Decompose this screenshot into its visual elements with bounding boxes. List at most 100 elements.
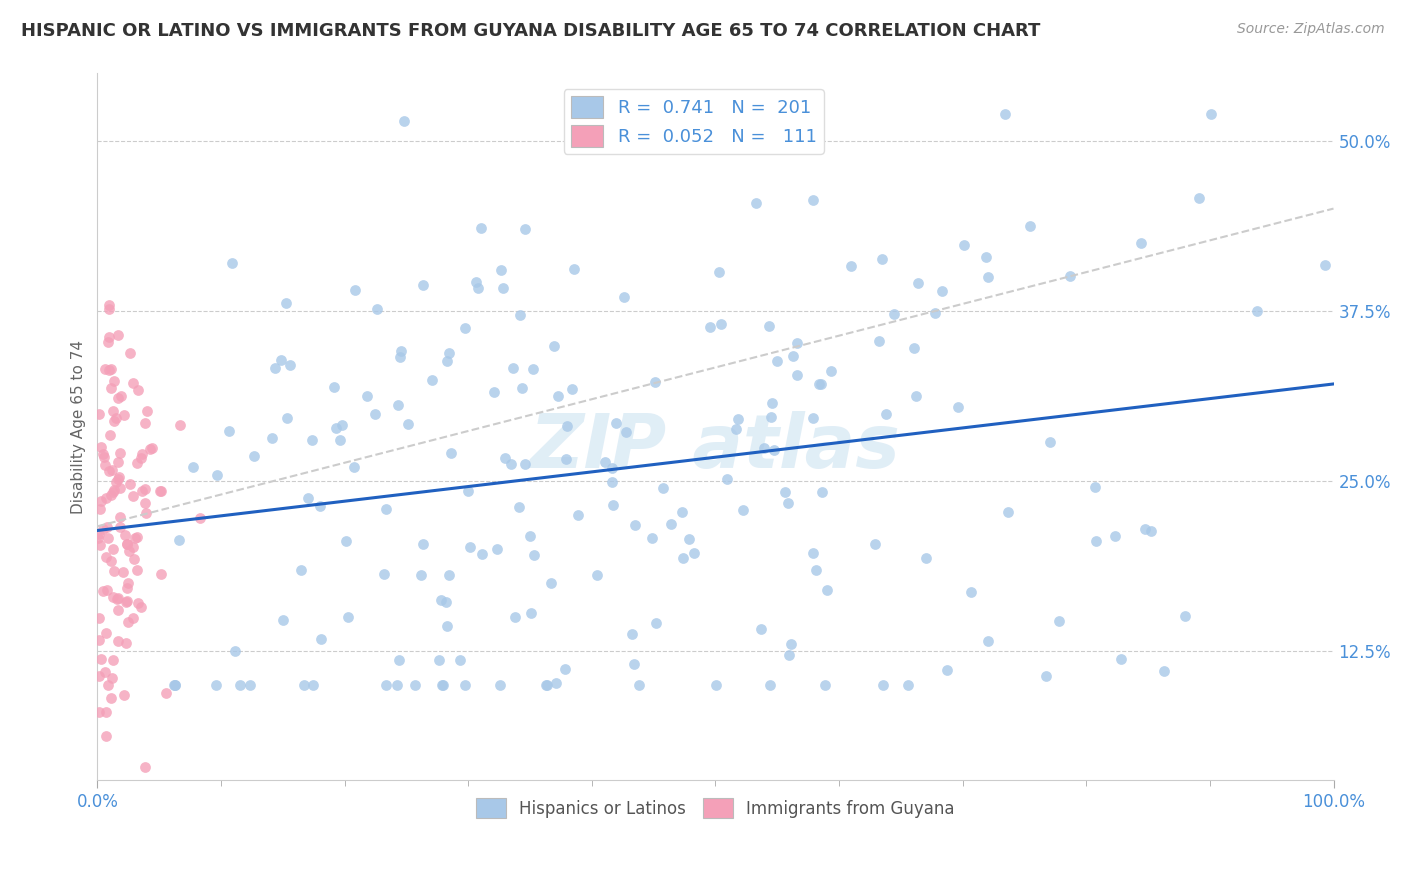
Point — [763, 443, 786, 458]
Point — [434, 595, 457, 609]
Point — [546, 676, 568, 690]
Point — [108, 519, 131, 533]
Point — [439, 346, 461, 360]
Point — [540, 576, 562, 591]
Point — [100, 488, 122, 502]
Point — [135, 506, 157, 520]
Point — [343, 283, 366, 297]
Point — [205, 467, 228, 482]
Point — [522, 361, 544, 376]
Point — [136, 404, 159, 418]
Point — [297, 491, 319, 505]
Point — [412, 277, 434, 292]
Point — [554, 662, 576, 676]
Point — [107, 328, 129, 343]
Point — [641, 531, 664, 545]
Point — [93, 450, 115, 464]
Point — [725, 422, 748, 436]
Point — [707, 265, 730, 279]
Point — [107, 591, 129, 605]
Point — [94, 665, 117, 680]
Point — [1018, 219, 1040, 233]
Point — [652, 481, 675, 495]
Point — [155, 686, 177, 700]
Point — [141, 441, 163, 455]
Point — [621, 627, 644, 641]
Y-axis label: Disability Age 65 to 74: Disability Age 65 to 74 — [72, 340, 86, 514]
Point — [600, 475, 623, 489]
Point — [536, 678, 558, 692]
Point — [412, 537, 434, 551]
Point — [509, 308, 531, 322]
Point — [127, 596, 149, 610]
Point — [90, 440, 112, 454]
Point — [510, 381, 533, 395]
Point — [502, 360, 524, 375]
Point — [733, 503, 755, 517]
Point — [107, 472, 129, 486]
Point — [457, 483, 479, 498]
Point — [103, 374, 125, 388]
Point — [494, 450, 516, 465]
Point — [127, 456, 149, 470]
Point — [976, 634, 998, 648]
Point — [678, 533, 700, 547]
Point — [555, 419, 578, 434]
Point — [276, 296, 298, 310]
Point — [134, 760, 156, 774]
Point — [1109, 651, 1132, 665]
Point — [221, 256, 243, 270]
Point — [905, 389, 928, 403]
Point — [87, 407, 110, 421]
Point — [997, 505, 1019, 519]
Point — [242, 449, 264, 463]
Point — [1246, 304, 1268, 318]
Point — [94, 550, 117, 565]
Point — [1047, 614, 1070, 628]
Point — [699, 320, 721, 334]
Point — [115, 636, 138, 650]
Point — [96, 582, 118, 597]
Point — [356, 389, 378, 403]
Point — [801, 546, 824, 560]
Point — [614, 425, 637, 440]
Point — [94, 491, 117, 505]
Point — [804, 563, 827, 577]
Point — [162, 678, 184, 692]
Point — [105, 591, 128, 606]
Point — [385, 678, 408, 692]
Point — [292, 678, 315, 692]
Point — [107, 391, 129, 405]
Point — [645, 616, 668, 631]
Point — [101, 672, 124, 686]
Point — [602, 498, 624, 512]
Point — [907, 276, 929, 290]
Point — [543, 339, 565, 353]
Point — [271, 613, 294, 627]
Point — [121, 376, 143, 391]
Point — [139, 442, 162, 456]
Point — [117, 537, 139, 551]
Point — [129, 600, 152, 615]
Point — [931, 284, 953, 298]
Point — [766, 353, 789, 368]
Point — [689, 115, 711, 129]
Point — [1035, 669, 1057, 683]
Point — [94, 458, 117, 473]
Point — [586, 567, 609, 582]
Point — [776, 496, 799, 510]
Point — [90, 494, 112, 508]
Point — [953, 237, 976, 252]
Point — [96, 706, 118, 720]
Point — [97, 678, 120, 692]
Point — [188, 511, 211, 525]
Point — [1085, 534, 1108, 549]
Point — [977, 270, 1000, 285]
Point — [100, 691, 122, 706]
Point — [449, 653, 471, 667]
Point — [332, 418, 354, 433]
Point — [759, 678, 782, 692]
Point — [924, 306, 946, 320]
Point — [134, 482, 156, 496]
Point — [100, 381, 122, 395]
